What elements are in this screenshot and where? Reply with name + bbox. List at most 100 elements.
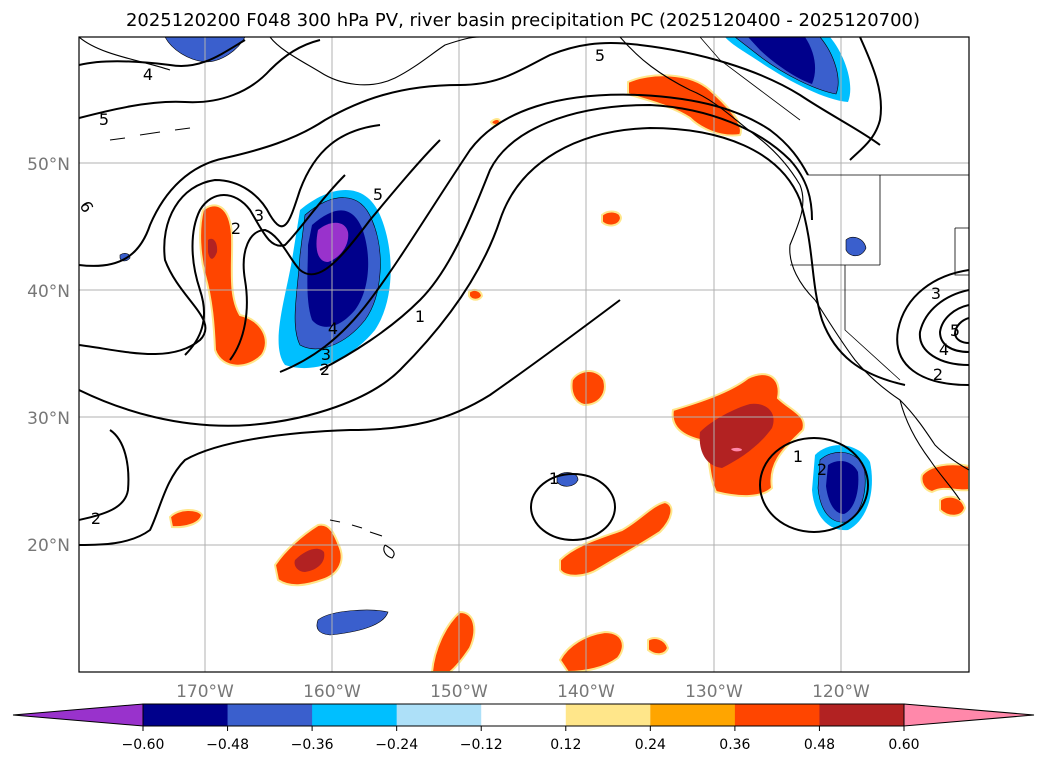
contour-label: 4 <box>328 319 338 338</box>
figure-title: 2025120200 F048 300 hPa PV, river basin … <box>126 10 920 31</box>
lat-tick-label: 50°N <box>27 155 70 175</box>
colorbar-tick-label: −0.36 <box>291 737 334 753</box>
precip-neg-hawaii <box>316 609 389 636</box>
precip-pos-south-2 <box>558 630 624 672</box>
precip-pos-south-3 <box>647 637 670 656</box>
precip-pos-subtropical-over <box>731 447 742 452</box>
colorbar-bin <box>819 704 905 726</box>
colorbar-tick-label: 0.60 <box>888 737 919 753</box>
lon-tick-label: 130°W <box>685 682 743 702</box>
contour-label: 5 <box>950 321 960 340</box>
colorbar-tick-label: 0.48 <box>804 737 835 753</box>
contour-line <box>79 126 906 427</box>
contour-label: 2 <box>320 360 330 379</box>
lat-tick-label: 20°N <box>27 536 70 556</box>
lon-tick-label: 170°W <box>176 682 234 702</box>
contour-loop-subtropical-west <box>530 473 616 541</box>
colorbar-under-triangle <box>12 703 144 727</box>
contour-line <box>79 39 321 119</box>
map-panel: 4 5 5 6 3 2 5 4 3 2 1 2 1 2 3 4 5 2 1 <box>78 36 970 673</box>
precip-neg-northeast-strong <box>748 37 816 84</box>
lon-tick-label: 150°W <box>430 682 488 702</box>
precip-pos-small-b <box>601 210 623 227</box>
lat-tick-label: 30°N <box>27 409 70 429</box>
colorbar-bin <box>312 704 398 726</box>
precip-pos-subtropical-strong <box>699 403 774 468</box>
lon-tick-label: 120°W <box>812 682 870 702</box>
colorbar-bin <box>734 704 820 726</box>
contour-line <box>184 174 346 356</box>
colorbar-over-triangle <box>903 703 1035 727</box>
colorbar-bin <box>227 704 313 726</box>
contour-line <box>229 139 441 361</box>
colorbar-bin <box>396 704 482 726</box>
latitude-labels: 50°N 40°N 30°N 20°N <box>27 155 70 556</box>
precip-pos-small-c <box>468 288 484 301</box>
colorbar: −0.60 −0.48 −0.36 −0.24 −0.12 0.12 0.24 0.36 0.4… <box>12 703 1035 753</box>
colorbar-frame <box>142 703 905 727</box>
precipitation-shading <box>119 37 969 672</box>
colorbar-tick-label: −0.24 <box>375 737 418 753</box>
hawaii-islands <box>329 519 395 559</box>
contour-label: 1 <box>415 307 425 326</box>
contour-label: 2 <box>91 509 101 528</box>
baja-coast <box>899 399 961 501</box>
alaska-canada-border <box>699 37 801 121</box>
precip-pos-small-a <box>168 509 204 529</box>
political-borders <box>699 37 969 381</box>
contour-label: 1 <box>793 447 803 466</box>
contour-loop-east-4 <box>953 317 969 344</box>
contour-line <box>319 103 813 371</box>
contour-label: 4 <box>143 65 153 84</box>
contour-label: 3 <box>321 345 331 364</box>
north-america-coast <box>619 37 969 471</box>
map-background <box>79 37 969 672</box>
precip-pos-small-isle <box>570 370 606 407</box>
precip-pos-south-1 <box>430 610 476 672</box>
precip-neg-subtropical-strong <box>826 460 859 514</box>
contour-line <box>279 93 809 373</box>
colorbar-bins <box>143 704 905 726</box>
contour-line <box>79 39 246 67</box>
contour-line <box>79 124 381 356</box>
contour-label: 3 <box>931 284 941 303</box>
alaska-coast <box>79 37 481 86</box>
colorbar-bin <box>143 704 229 726</box>
state-borders <box>790 175 969 381</box>
colorbar-tick-label: −0.48 <box>206 737 249 753</box>
lon-tick-label: 160°W <box>303 682 361 702</box>
colorbar-tick-label: −0.12 <box>460 737 503 753</box>
precip-pos-hawaii-strong <box>294 548 325 572</box>
contour-label: 5 <box>373 185 383 204</box>
colorbar-bin <box>650 704 736 726</box>
contour-label: 2 <box>817 460 827 479</box>
contour-loop-east-2 <box>918 289 969 366</box>
contour-label: 5 <box>99 110 109 129</box>
colorbar-tick-label: 0.12 <box>550 737 581 753</box>
contour-label: 1 <box>549 469 559 488</box>
contour-line <box>79 429 130 521</box>
colorbar-bin <box>565 704 651 726</box>
colorbar-bin <box>481 704 567 726</box>
colorbar-tick-label: −0.60 <box>122 737 165 753</box>
precip-pos-trail <box>559 500 673 577</box>
contour-label: 3 <box>254 206 264 225</box>
contour-label: 2 <box>933 365 943 384</box>
contour-label: 2 <box>231 219 241 238</box>
coastlines <box>79 37 969 559</box>
contour-line <box>849 37 882 161</box>
pv-contours <box>79 37 969 546</box>
colorbar-tick-label: 0.36 <box>719 737 750 753</box>
contour-line <box>79 42 881 267</box>
contour-loop-east-3 <box>938 304 969 353</box>
precip-pos-baja <box>920 463 969 494</box>
map-gridlines <box>79 37 969 672</box>
lat-tick-label: 40°N <box>27 282 70 302</box>
precip-pos-baja-2 <box>939 495 967 517</box>
contour-label: 4 <box>939 340 949 359</box>
precip-neg-small-2 <box>845 236 867 257</box>
contour-labels: 4 5 5 6 3 2 5 4 3 2 1 2 1 2 3 4 5 2 1 <box>79 46 960 528</box>
contour-loop-east-1 <box>896 269 969 386</box>
colorbar-ticks: −0.60 −0.48 −0.36 −0.24 −0.12 0.12 0.24 0.36 0.4… <box>122 726 920 753</box>
